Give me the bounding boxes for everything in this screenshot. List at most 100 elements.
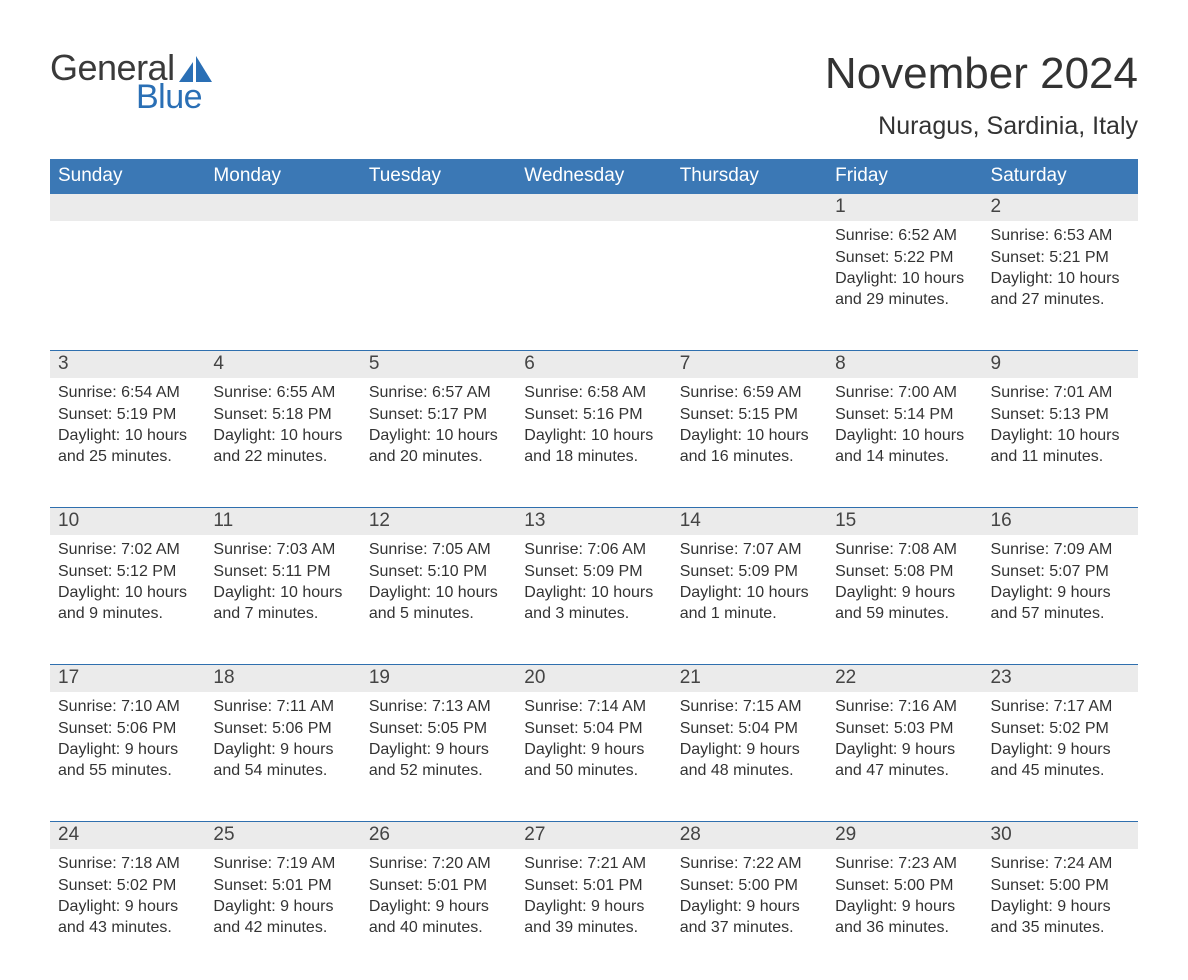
day-number: 21 — [680, 667, 701, 688]
day-cell: 28Sunrise: 7:22 AMSunset: 5:00 PMDayligh… — [672, 822, 827, 940]
sunrise-text: Sunrise: 6:54 AM — [58, 382, 199, 403]
logo-blue-text: Blue — [136, 80, 213, 114]
day-number: 22 — [835, 667, 856, 688]
day-cell: 13Sunrise: 7:06 AMSunset: 5:09 PMDayligh… — [516, 508, 671, 626]
day-number-bar: 24 — [50, 822, 205, 849]
day-info: Sunrise: 7:24 AMSunset: 5:00 PMDaylight:… — [991, 853, 1132, 937]
daylight-text: Daylight: 10 hours and 20 minutes. — [369, 425, 510, 467]
day-number: 25 — [213, 824, 234, 845]
daylight-text: Daylight: 10 hours and 9 minutes. — [58, 582, 199, 624]
weekday-header: Tuesday — [361, 159, 516, 194]
sunrise-text: Sunrise: 7:11 AM — [213, 696, 354, 717]
sunset-text: Sunset: 5:13 PM — [991, 404, 1132, 425]
sunrise-text: Sunrise: 7:24 AM — [991, 853, 1132, 874]
day-number-bar: 12 — [361, 508, 516, 535]
day-cell — [516, 194, 671, 312]
day-number: 30 — [991, 824, 1012, 845]
day-info: Sunrise: 7:00 AMSunset: 5:14 PMDaylight:… — [835, 382, 976, 466]
day-number-bar — [672, 194, 827, 221]
daylight-text: Daylight: 10 hours and 18 minutes. — [524, 425, 665, 467]
daylight-text: Daylight: 10 hours and 3 minutes. — [524, 582, 665, 624]
sunrise-text: Sunrise: 7:02 AM — [58, 539, 199, 560]
day-number-bar: 30 — [983, 822, 1138, 849]
day-number-bar: 23 — [983, 665, 1138, 692]
day-number-bar — [361, 194, 516, 221]
day-cell: 19Sunrise: 7:13 AMSunset: 5:05 PMDayligh… — [361, 665, 516, 783]
sunset-text: Sunset: 5:01 PM — [369, 875, 510, 896]
sunrise-text: Sunrise: 7:20 AM — [369, 853, 510, 874]
weekday-header: Friday — [827, 159, 982, 194]
day-info: Sunrise: 7:22 AMSunset: 5:00 PMDaylight:… — [680, 853, 821, 937]
week-row: 1 Sunrise: 6:52 AMSunset: 5:22 PMDaylight… — [50, 194, 1138, 312]
sunrise-text: Sunrise: 6:57 AM — [369, 382, 510, 403]
week-row: 10Sunrise: 7:02 AMSunset: 5:12 PMDayligh… — [50, 507, 1138, 626]
day-info: Sunrise: 7:09 AMSunset: 5:07 PMDaylight:… — [991, 539, 1132, 623]
day-number-bar: 22 — [827, 665, 982, 692]
day-cell: 1 Sunrise: 6:52 AMSunset: 5:22 PMDaylight… — [827, 194, 982, 312]
day-info: Sunrise: 7:18 AMSunset: 5:02 PMDaylight:… — [58, 853, 199, 937]
day-cell: 6Sunrise: 6:58 AMSunset: 5:16 PMDaylight… — [516, 351, 671, 469]
sunset-text: Sunset: 5:04 PM — [680, 718, 821, 739]
day-info: Sunrise: 7:20 AMSunset: 5:01 PMDaylight:… — [369, 853, 510, 937]
day-number-bar: 17 — [50, 665, 205, 692]
daylight-text: Daylight: 9 hours and 35 minutes. — [991, 896, 1132, 938]
sunset-text: Sunset: 5:04 PM — [524, 718, 665, 739]
day-number: 2 — [991, 196, 1002, 217]
daylight-text: Daylight: 10 hours and 22 minutes. — [213, 425, 354, 467]
sunset-text: Sunset: 5:06 PM — [213, 718, 354, 739]
day-number-bar — [50, 194, 205, 221]
day-cell: 24 Sunrise: 7:18 AMSunset: 5:02 PMDayligh… — [50, 822, 205, 940]
day-info: Sunrise: 7:03 AMSunset: 5:11 PMDaylight:… — [213, 539, 354, 623]
day-cell: 30 Sunrise: 7:24 AMSunset: 5:00 PMDayligh… — [983, 822, 1138, 940]
sunset-text: Sunset: 5:03 PM — [835, 718, 976, 739]
sunrise-text: Sunrise: 6:59 AM — [680, 382, 821, 403]
day-number: 14 — [680, 510, 701, 531]
day-info: Sunrise: 7:13 AMSunset: 5:05 PMDaylight:… — [369, 696, 510, 780]
day-cell: 10Sunrise: 7:02 AMSunset: 5:12 PMDayligh… — [50, 508, 205, 626]
day-info: Sunrise: 7:01 AMSunset: 5:13 PMDaylight:… — [991, 382, 1132, 466]
sunrise-text: Sunrise: 7:08 AM — [835, 539, 976, 560]
day-cell: 5Sunrise: 6:57 AMSunset: 5:17 PMDaylight… — [361, 351, 516, 469]
day-number: 26 — [369, 824, 390, 845]
day-cell: 29Sunrise: 7:23 AMSunset: 5:00 PMDayligh… — [827, 822, 982, 940]
week-row: 3Sunrise: 6:54 AMSunset: 5:19 PMDaylight… — [50, 350, 1138, 469]
sunset-text: Sunset: 5:00 PM — [680, 875, 821, 896]
daylight-text: Daylight: 10 hours and 14 minutes. — [835, 425, 976, 467]
day-cell: 15Sunrise: 7:08 AMSunset: 5:08 PMDayligh… — [827, 508, 982, 626]
sunset-text: Sunset: 5:16 PM — [524, 404, 665, 425]
weekday-header: Wednesday — [516, 159, 671, 194]
day-number: 8 — [835, 353, 846, 374]
day-info: Sunrise: 7:23 AMSunset: 5:00 PMDaylight:… — [835, 853, 976, 937]
day-info: Sunrise: 7:08 AMSunset: 5:08 PMDaylight:… — [835, 539, 976, 623]
weekday-header-row: Sunday Monday Tuesday Wednesday Thursday… — [50, 159, 1138, 194]
day-cell: 27Sunrise: 7:21 AMSunset: 5:01 PMDayligh… — [516, 822, 671, 940]
day-number-bar: 13 — [516, 508, 671, 535]
day-info: Sunrise: 6:59 AMSunset: 5:15 PMDaylight:… — [680, 382, 821, 466]
day-number: 5 — [369, 353, 380, 374]
sunrise-text: Sunrise: 7:03 AM — [213, 539, 354, 560]
daylight-text: Daylight: 9 hours and 48 minutes. — [680, 739, 821, 781]
sunrise-text: Sunrise: 7:16 AM — [835, 696, 976, 717]
day-number-bar: 18 — [205, 665, 360, 692]
day-number: 24 — [58, 824, 79, 845]
sunset-text: Sunset: 5:02 PM — [991, 718, 1132, 739]
day-number: 3 — [58, 353, 69, 374]
day-number: 9 — [991, 353, 1002, 374]
sunset-text: Sunset: 5:00 PM — [991, 875, 1132, 896]
day-number: 16 — [991, 510, 1012, 531]
day-cell: 11Sunrise: 7:03 AMSunset: 5:11 PMDayligh… — [205, 508, 360, 626]
day-number-bar: 9 — [983, 351, 1138, 378]
day-number-bar: 1 — [827, 194, 982, 221]
day-cell: 21Sunrise: 7:15 AMSunset: 5:04 PMDayligh… — [672, 665, 827, 783]
sunrise-text: Sunrise: 7:09 AM — [991, 539, 1132, 560]
logo: General Blue — [50, 50, 213, 114]
sunset-text: Sunset: 5:14 PM — [835, 404, 976, 425]
day-info: Sunrise: 7:21 AMSunset: 5:01 PMDaylight:… — [524, 853, 665, 937]
day-cell: 9 Sunrise: 7:01 AMSunset: 5:13 PMDaylight… — [983, 351, 1138, 469]
day-info: Sunrise: 7:16 AMSunset: 5:03 PMDaylight:… — [835, 696, 976, 780]
day-number-bar: 26 — [361, 822, 516, 849]
day-info: Sunrise: 7:07 AMSunset: 5:09 PMDaylight:… — [680, 539, 821, 623]
day-info: Sunrise: 6:52 AMSunset: 5:22 PMDaylight:… — [835, 225, 976, 309]
day-cell — [205, 194, 360, 312]
day-number: 12 — [369, 510, 390, 531]
